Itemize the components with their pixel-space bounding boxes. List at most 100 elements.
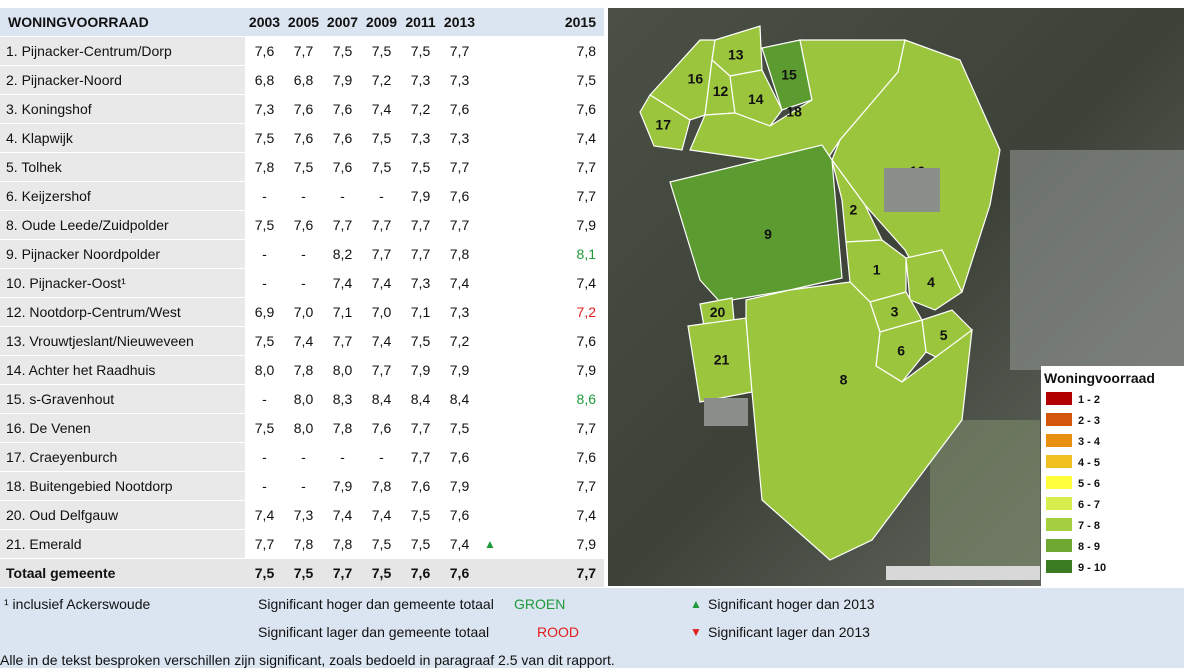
trend-cell bbox=[479, 355, 501, 385]
cell-value: 7,9 bbox=[501, 355, 604, 385]
region bbox=[745, 281, 973, 561]
cell-value: 7,7 bbox=[362, 355, 401, 385]
trend-cell bbox=[479, 471, 501, 501]
legend-label: 5 - 6 bbox=[1078, 478, 1100, 490]
score-table: WONINGVOORRAAD 2003 2005 2007 2009 2011 2013 20… bbox=[0, 8, 604, 588]
cell-value: 7,8 bbox=[284, 355, 323, 385]
column-header: 2005 bbox=[284, 8, 323, 37]
table-row: 3. Koningshof 7,3 7,6 7,6 7,4 7,2 7,6 7,6 bbox=[0, 94, 604, 124]
trend-cell bbox=[479, 65, 501, 95]
greenhouse-area bbox=[1010, 150, 1184, 370]
cell-value: 7,7 bbox=[401, 442, 440, 472]
legend-swatch bbox=[1046, 476, 1072, 489]
region-label: 14 bbox=[748, 91, 764, 107]
cell-value: 7,9 bbox=[440, 471, 479, 501]
row-label: 17. Craeyenburch bbox=[0, 442, 245, 472]
trend-cell bbox=[479, 384, 501, 414]
cell-value: 7,5 bbox=[401, 152, 440, 182]
cell-value: 7,5 bbox=[440, 413, 479, 443]
cell-value: 7,5 bbox=[245, 413, 284, 443]
cell-value: 7,4 bbox=[501, 268, 604, 298]
cell-value: 7,7 bbox=[401, 239, 440, 269]
cell-value: 6,8 bbox=[284, 65, 323, 95]
cell-value: 7,1 bbox=[323, 297, 362, 327]
cell-value: 7,3 bbox=[440, 297, 479, 327]
cell-value: 8,0 bbox=[284, 413, 323, 443]
legend-text: Significant hoger dan 2013 bbox=[708, 596, 875, 612]
up-arrow-icon: ▲ bbox=[690, 597, 702, 611]
table-row: 9. Pijnacker Noordpolder - -8,2 7,7 7,7 7,8 8,… bbox=[0, 239, 604, 269]
cell-value: 7,6 bbox=[284, 210, 323, 240]
legend-swatch bbox=[1046, 455, 1072, 468]
table-row: 8. Oude Leede/Zuidpolder 7,5 7,6 7,7 7,7 7,7 7… bbox=[0, 210, 604, 240]
cell-value: 7,5 bbox=[362, 36, 401, 66]
trend-cell bbox=[479, 152, 501, 182]
trend-cell bbox=[479, 326, 501, 356]
cell-value: 7,9 bbox=[323, 65, 362, 95]
cell-value: 7,3 bbox=[284, 500, 323, 530]
cell-value: - bbox=[284, 181, 323, 211]
row-label: 12. Nootdorp-Centrum/West bbox=[0, 297, 245, 327]
cell-value: 7,3 bbox=[401, 65, 440, 95]
cell-value: 7,5 bbox=[362, 123, 401, 153]
cell-value: 7,7 bbox=[284, 36, 323, 66]
legend: Woningvoorraad 1 - 2 2 - 3 3 - 4 4 - 5 5 - 6 6… bbox=[1041, 366, 1184, 586]
cell-value: 7,5 bbox=[362, 529, 401, 559]
cell-value: 8,3 bbox=[323, 384, 362, 414]
legend-label: 1 - 2 bbox=[1078, 394, 1100, 406]
row-label: 21. Emerald bbox=[0, 529, 245, 559]
cell-value: 7,5 bbox=[501, 65, 604, 95]
legend-label: 9 - 10 bbox=[1078, 562, 1106, 574]
cell-value: - bbox=[245, 268, 284, 298]
row-label: 1. Pijnacker-Centrum/Dorp bbox=[0, 36, 245, 66]
region bbox=[669, 144, 843, 303]
cell-value: 7,6 bbox=[440, 181, 479, 211]
region-label: 5 bbox=[940, 327, 948, 343]
cell-value: 7,7 bbox=[401, 413, 440, 443]
cell-value: - bbox=[284, 239, 323, 269]
region-label: 1 bbox=[873, 261, 881, 277]
down-arrow-icon: ▼ bbox=[690, 625, 702, 639]
cell-value: 7,7 bbox=[501, 181, 604, 211]
row-label: 3. Koningshof bbox=[0, 94, 245, 124]
trend-cell bbox=[479, 442, 501, 472]
trend-cell bbox=[479, 268, 501, 298]
cell-value: 7,4 bbox=[323, 500, 362, 530]
cell-value: 7,4 bbox=[501, 500, 604, 530]
table-row: 21. Emerald 7,7 7,8 7,8 7,5 7,5 7,4 ▲ 7,9 bbox=[0, 529, 604, 559]
cell-value: 7,6 bbox=[323, 123, 362, 153]
legend-word: ROOD bbox=[537, 624, 579, 640]
row-label: 13. Vrouwtjeslant/Nieuweveen bbox=[0, 326, 245, 356]
column-header: 2013 bbox=[440, 8, 479, 37]
row-label: 9. Pijnacker Noordpolder bbox=[0, 239, 245, 269]
region bbox=[639, 94, 691, 151]
column-header: 2007 bbox=[323, 8, 362, 37]
region bbox=[729, 69, 783, 127]
region-label: 21 bbox=[714, 352, 730, 368]
row-label: 10. Pijnacker-Oost¹ bbox=[0, 268, 245, 298]
cell-value: 7,4 bbox=[245, 500, 284, 530]
table-row: 14. Achter het Raadhuis 8,0 7,8 8,0 7,7 7,9 7,… bbox=[0, 355, 604, 385]
cell-value: 7,4 bbox=[440, 268, 479, 298]
trend-cell bbox=[479, 94, 501, 124]
cell-value: 7,6 bbox=[284, 123, 323, 153]
table-row: 10. Pijnacker-Oost¹ - -7,4 7,4 7,3 7,4 7,4 bbox=[0, 268, 604, 298]
cell-value: 7,4 bbox=[362, 268, 401, 298]
legend-swatch bbox=[1046, 518, 1072, 531]
region-label: 15 bbox=[781, 67, 797, 83]
legend-label: 3 - 4 bbox=[1078, 436, 1101, 448]
row-label: 6. Keijzershof bbox=[0, 181, 245, 211]
cell-value: 7,3 bbox=[440, 65, 479, 95]
trend-cell: ▲ bbox=[479, 529, 501, 559]
cell-value: 7,7 bbox=[501, 558, 604, 588]
cell-value: 7,6 bbox=[501, 94, 604, 124]
table-row: 17. Craeyenburch - - - -7,7 7,6 7,6 bbox=[0, 442, 604, 472]
footnote: ¹ inclusief Ackerswoude bbox=[4, 596, 151, 612]
row-label: 5. Tolhek bbox=[0, 152, 245, 182]
cell-value: 7,6 bbox=[440, 94, 479, 124]
cell-value: 7,8 bbox=[440, 239, 479, 269]
cell-value: 7,8 bbox=[284, 529, 323, 559]
cell-value: - bbox=[245, 239, 284, 269]
cell-value: - bbox=[245, 384, 284, 414]
